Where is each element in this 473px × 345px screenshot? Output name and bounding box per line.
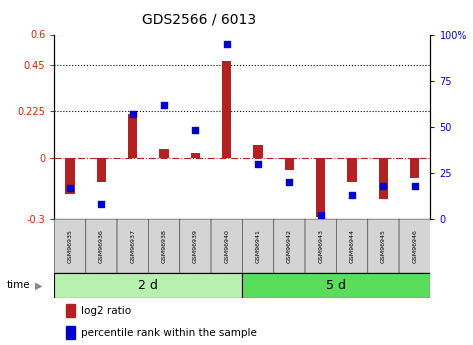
FancyBboxPatch shape [117, 219, 149, 273]
Point [380, 183, 387, 189]
Bar [243, 273, 430, 298]
FancyBboxPatch shape [243, 219, 274, 273]
Point [223, 41, 230, 47]
Point [160, 102, 168, 107]
Bar [66, 304, 75, 317]
Bar [410, 158, 420, 178]
Bar [191, 154, 200, 158]
FancyBboxPatch shape [274, 219, 305, 273]
FancyBboxPatch shape [86, 219, 117, 273]
Point [66, 185, 74, 190]
FancyBboxPatch shape [149, 219, 180, 273]
Point [286, 179, 293, 185]
Bar [159, 149, 169, 158]
Point [192, 128, 199, 133]
Point [254, 161, 262, 167]
Text: GSM96937: GSM96937 [130, 229, 135, 263]
Bar [316, 158, 325, 217]
Bar [128, 115, 138, 158]
FancyBboxPatch shape [211, 219, 243, 273]
Text: GDS2566 / 6013: GDS2566 / 6013 [142, 12, 256, 26]
Text: 2 d: 2 d [139, 279, 158, 292]
Text: GSM96945: GSM96945 [381, 229, 386, 263]
Bar [66, 326, 75, 339]
Point [411, 183, 419, 189]
Text: GSM96936: GSM96936 [99, 229, 104, 263]
FancyBboxPatch shape [336, 219, 368, 273]
Point [348, 192, 356, 198]
FancyBboxPatch shape [54, 219, 86, 273]
Bar [285, 158, 294, 170]
Text: log2 ratio: log2 ratio [81, 306, 131, 316]
Text: 5 d: 5 d [326, 279, 346, 292]
FancyBboxPatch shape [368, 219, 399, 273]
Text: GSM96939: GSM96939 [193, 229, 198, 263]
Text: GSM96946: GSM96946 [412, 229, 417, 263]
Text: GSM96944: GSM96944 [350, 229, 355, 263]
FancyBboxPatch shape [399, 219, 430, 273]
Text: percentile rank within the sample: percentile rank within the sample [81, 328, 257, 338]
Text: GSM96938: GSM96938 [162, 229, 166, 263]
Text: GSM96942: GSM96942 [287, 229, 292, 263]
FancyBboxPatch shape [305, 219, 336, 273]
Bar [96, 158, 106, 182]
Bar [54, 273, 243, 298]
Bar [222, 61, 231, 158]
Point [129, 111, 137, 117]
Bar [254, 145, 263, 158]
Text: ▶: ▶ [35, 281, 42, 290]
Text: GSM96940: GSM96940 [224, 229, 229, 263]
Bar [347, 158, 357, 182]
Text: GSM96941: GSM96941 [255, 229, 261, 263]
Bar [379, 158, 388, 199]
Text: GSM96943: GSM96943 [318, 229, 323, 263]
Text: GSM96935: GSM96935 [68, 229, 72, 263]
FancyBboxPatch shape [180, 219, 211, 273]
Bar [65, 158, 75, 195]
Point [97, 201, 105, 207]
Text: time: time [7, 280, 31, 289]
Point [317, 213, 324, 218]
